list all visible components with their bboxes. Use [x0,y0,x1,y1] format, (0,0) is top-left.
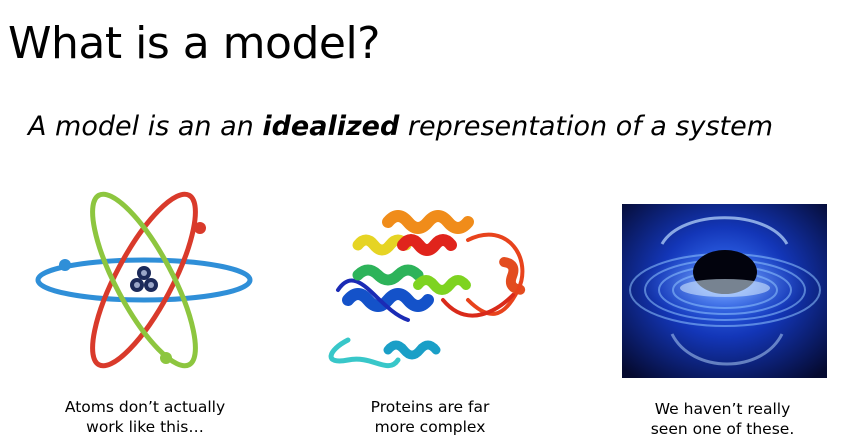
black-hole-image [622,204,827,378]
helix-lime [413,275,471,295]
atom-diagram-graphic [35,191,253,369]
helix-yellow [352,234,412,256]
atom-caption: Atoms don’t actually work like this… [64,398,226,436]
orbit-green [90,191,198,369]
helix-cyan [383,340,441,360]
coil-blue [336,278,410,322]
helix-blue [342,288,434,312]
nucleus [127,263,161,297]
black-hole-caption: We haven’t really seen one of these. [650,400,795,438]
helix-green [352,264,424,286]
coil-red-lower [441,293,515,318]
slide-subtitle: A model is an an idealized representatio… [28,111,773,143]
protein-ribbon-image [318,200,544,380]
helix-red [397,234,457,256]
protein-ribbon-graphic [328,210,526,369]
orbit-blue [35,257,253,303]
electron-green [160,352,172,364]
subtitle-emphasis: idealized [262,111,400,142]
helix-orange [382,210,474,234]
subtitle-text-start: A model is an an [28,111,263,142]
slide-title: What is a model? [8,18,381,69]
subtitle-text-end: representation of a system [399,111,774,142]
atom-diagram-image [35,188,253,384]
electron-red [194,222,206,234]
black-hole-graphic [622,204,827,378]
helix-red-orange [499,257,526,295]
protein-caption: Proteins are far more complex [370,398,490,436]
orbit-red [90,191,198,369]
coil-cyan [328,337,401,369]
electron-blue [59,259,71,271]
